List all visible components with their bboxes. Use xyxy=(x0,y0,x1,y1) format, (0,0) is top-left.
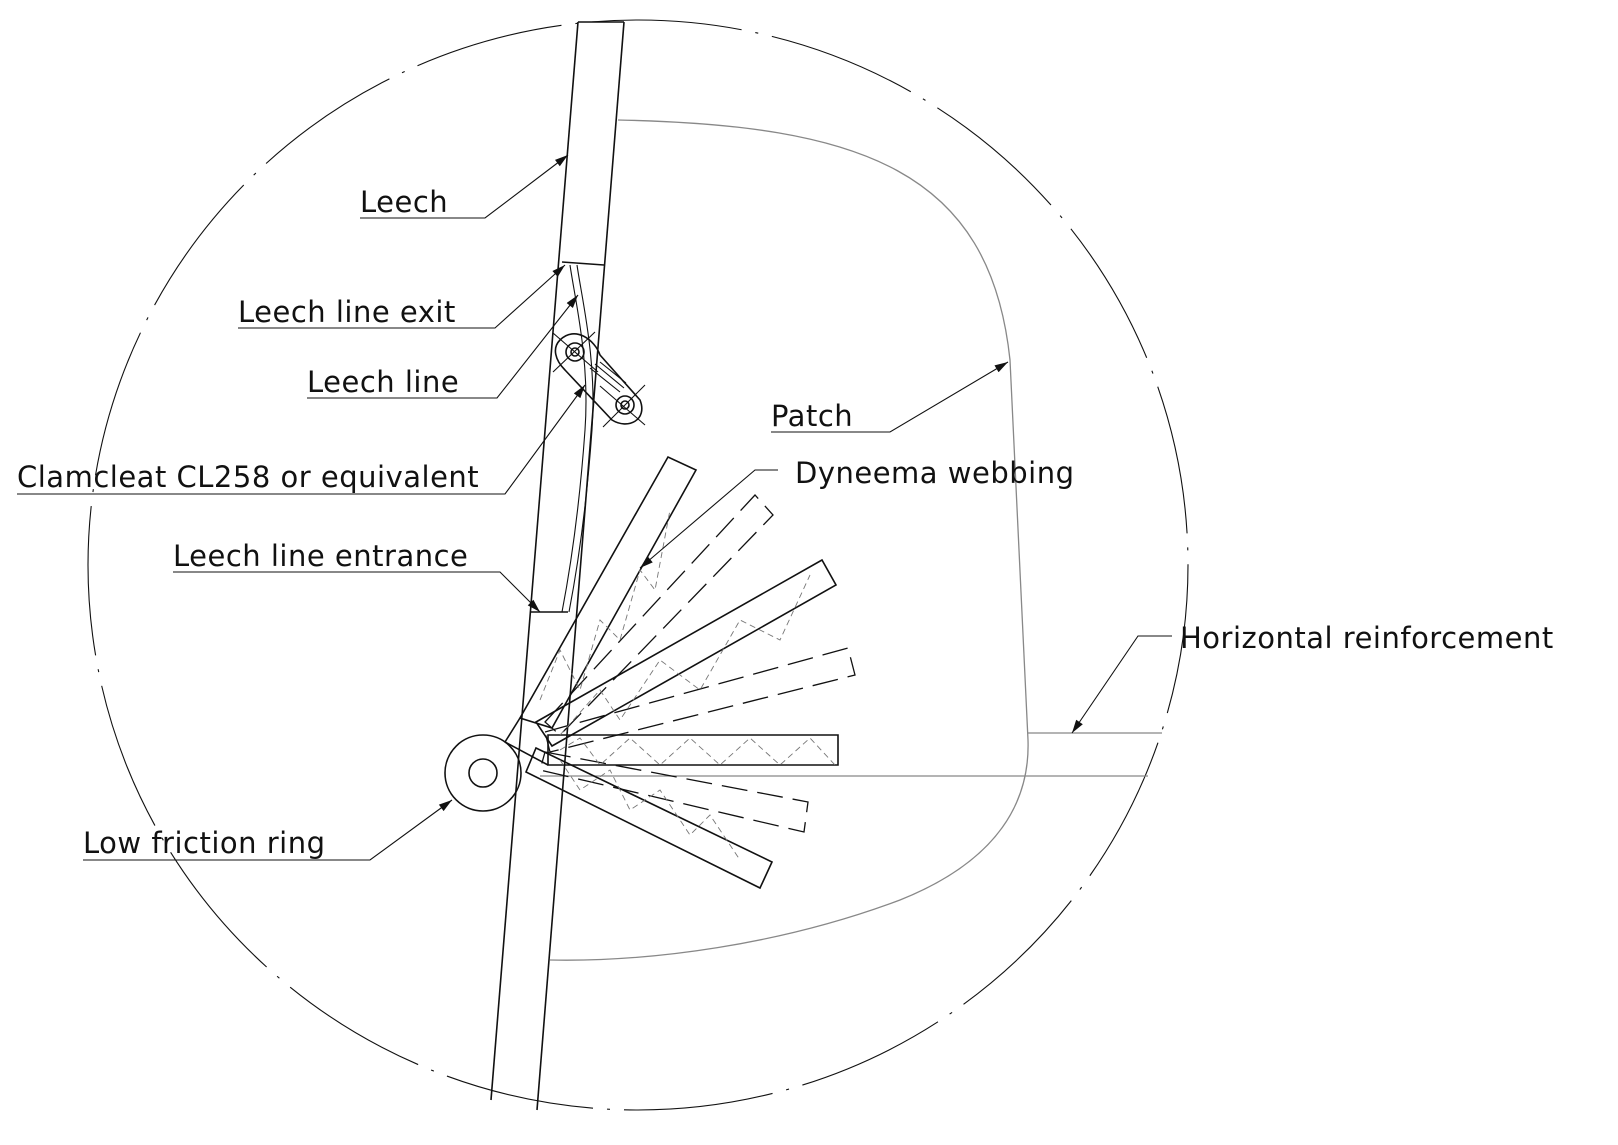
low-friction-ring xyxy=(445,735,521,811)
callout: Horizontal reinforcement xyxy=(1072,621,1554,733)
callout: Leech line entrance xyxy=(173,539,540,612)
leech-edge xyxy=(491,22,624,1110)
callout-label: Leech line xyxy=(307,365,459,399)
callout-label: Dyneema webbing xyxy=(795,456,1075,490)
callout-label: Leech xyxy=(360,185,448,219)
callout: Dyneema webbing xyxy=(640,456,1075,568)
callout-label: Leech line entrance xyxy=(173,539,468,573)
callout-label: Clamcleat CL258 or equivalent xyxy=(17,460,479,494)
callout-label: Leech line exit xyxy=(238,295,456,329)
callout: Patch xyxy=(771,362,1008,433)
dyneema-webbing xyxy=(505,457,855,888)
callout: Clamcleat CL258 or equivalent xyxy=(17,385,585,494)
callout: Low friction ring xyxy=(83,800,452,860)
callout-label: Patch xyxy=(771,399,853,433)
clamcleat xyxy=(553,332,645,427)
horizontal-reinforcement xyxy=(540,733,1162,776)
callout-label: Horizontal reinforcement xyxy=(1180,621,1554,655)
detail-drawing: Leech Leech line exit Leech line Clamcle… xyxy=(0,0,1618,1145)
callout: Leech line exit xyxy=(238,265,565,329)
callout-label: Low friction ring xyxy=(83,826,326,860)
callout: Leech xyxy=(360,155,568,219)
